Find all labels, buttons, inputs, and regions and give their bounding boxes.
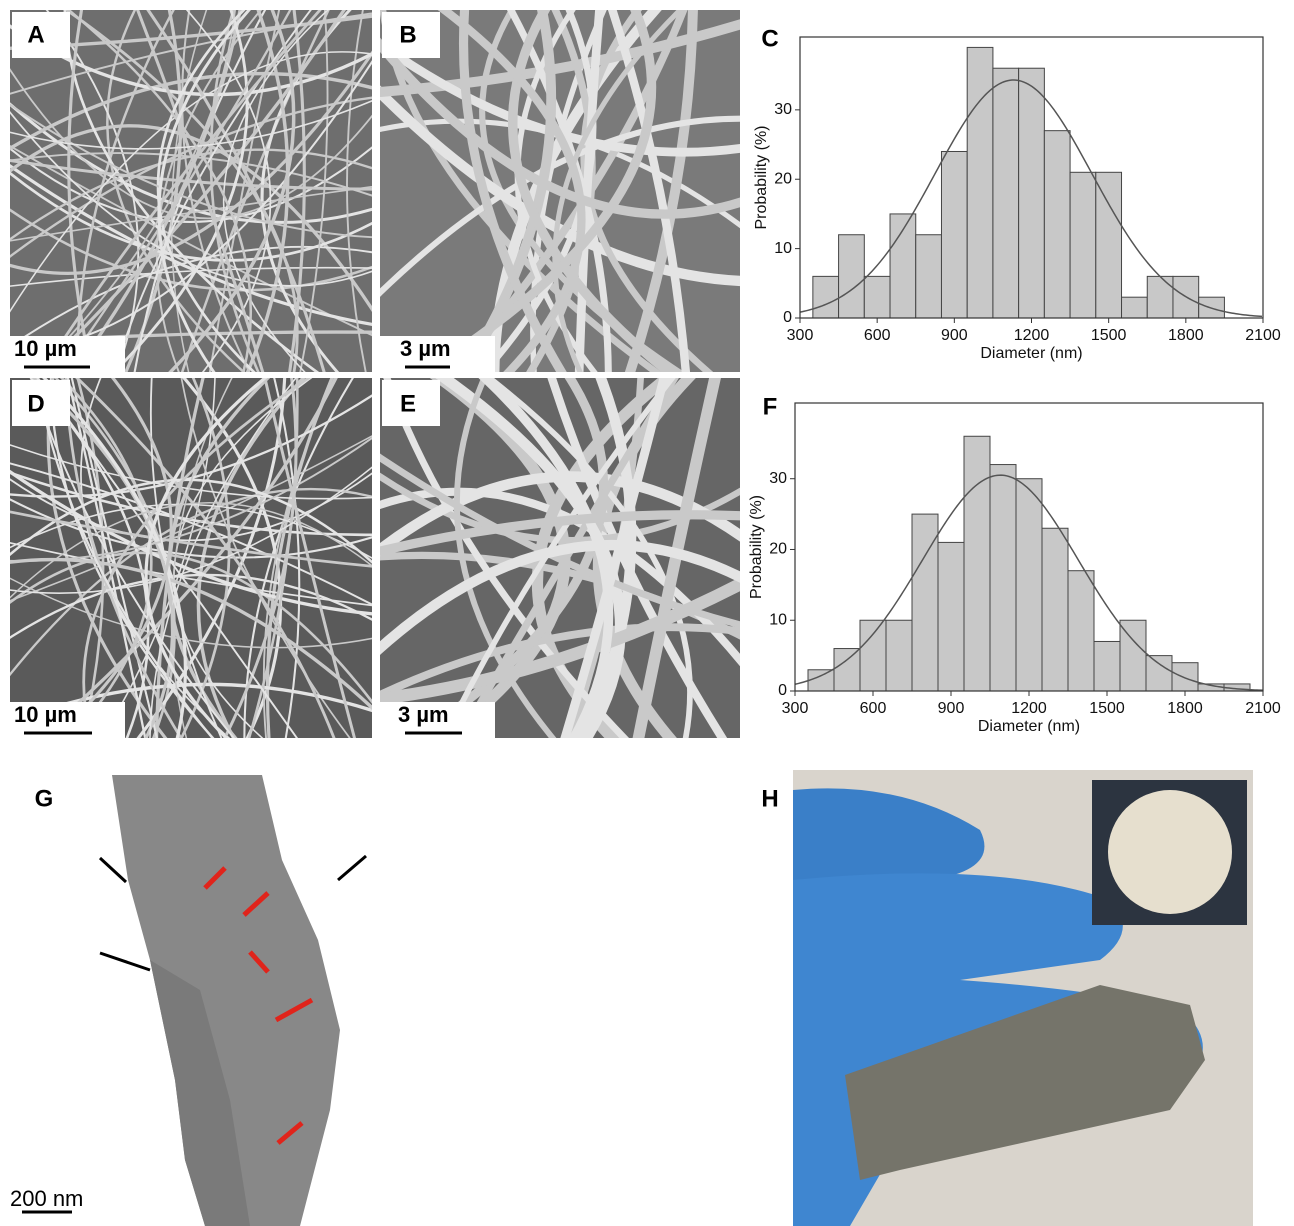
figure: A B D E 10 µm 3 µm 10 µm 3 µm C F G 200 … (0, 0, 1294, 1226)
x-tick-label: 600 (860, 700, 887, 717)
panel-label: F (763, 393, 778, 420)
bar (1096, 172, 1122, 318)
x-axis-title: Diameter (nm) (978, 718, 1080, 735)
bar (967, 47, 993, 318)
x-axis-title: Diameter (nm) (980, 345, 1082, 362)
x-tick-label: 900 (938, 700, 965, 717)
bar (1146, 656, 1172, 691)
x-tick-label: 1200 (1014, 327, 1050, 344)
x-tick-label: 2100 (1245, 700, 1281, 717)
histogram: 300 600 900 1200 1500 1800 2100 0 10 20 30 Diameter… (748, 403, 1281, 735)
bar (1019, 68, 1045, 318)
inset-disk (1108, 790, 1232, 914)
bar (938, 542, 964, 691)
y-tick-label: 0 (783, 309, 792, 326)
bar (1016, 479, 1042, 691)
panel-label: E (400, 390, 416, 417)
y-tick-label: 10 (774, 240, 792, 257)
bar (839, 235, 865, 318)
x-tick-label: 1800 (1167, 700, 1203, 717)
x-tick-label: 2100 (1245, 327, 1281, 344)
bar (990, 465, 1016, 691)
y-axis-title: Probability (%) (753, 125, 770, 229)
bar (1068, 571, 1094, 691)
x-tick-label: 300 (782, 700, 809, 717)
bar (1070, 172, 1096, 318)
bar (886, 620, 912, 691)
bar (860, 620, 886, 691)
y-tick-label: 30 (769, 470, 787, 487)
scale-bar-label: 3 µm (400, 336, 451, 361)
bar (1044, 131, 1070, 318)
x-tick-label: 1500 (1091, 327, 1127, 344)
bar (808, 670, 834, 691)
x-tick-label: 600 (864, 327, 891, 344)
y-tick-label: 20 (769, 541, 787, 558)
bar (1094, 641, 1120, 691)
bar (941, 151, 967, 318)
sem-images (0, 0, 760, 760)
bar (916, 235, 942, 318)
x-tick-label: 1200 (1011, 700, 1047, 717)
y-tick-label: 30 (774, 101, 792, 118)
histogram: 300 600 900 1200 1500 1800 2100 0 10 20 30 Diameter… (753, 37, 1281, 362)
bar (964, 436, 990, 691)
scale-bar-label: 3 µm (398, 702, 449, 727)
bar (813, 276, 839, 318)
panel-label: D (27, 390, 44, 417)
y-tick-label: 0 (778, 682, 787, 699)
panel-label: A (27, 21, 44, 48)
bar (1172, 663, 1198, 691)
bar (1147, 276, 1173, 318)
bar (1122, 297, 1148, 318)
x-tick-label: 300 (787, 327, 814, 344)
y-axis-title: Probability (%) (748, 495, 765, 599)
scale-bar-label: 10 µm (14, 702, 77, 727)
x-tick-label: 1800 (1168, 327, 1204, 344)
bar (864, 276, 890, 318)
bar (1042, 528, 1068, 691)
panel-label: C (761, 25, 778, 52)
x-tick-label: 1500 (1089, 700, 1125, 717)
scale-bar-label: 200 nm (10, 1186, 83, 1211)
bar (993, 68, 1019, 318)
panel-label: B (399, 21, 416, 48)
bar (1120, 620, 1146, 691)
panel-label: G (35, 785, 54, 812)
x-tick-label: 900 (941, 327, 968, 344)
y-tick-label: 10 (769, 611, 787, 628)
scale-bar-label: 10 µm (14, 336, 77, 361)
bar (834, 649, 860, 691)
y-tick-label: 20 (774, 170, 792, 187)
panel-label: H (761, 785, 778, 812)
